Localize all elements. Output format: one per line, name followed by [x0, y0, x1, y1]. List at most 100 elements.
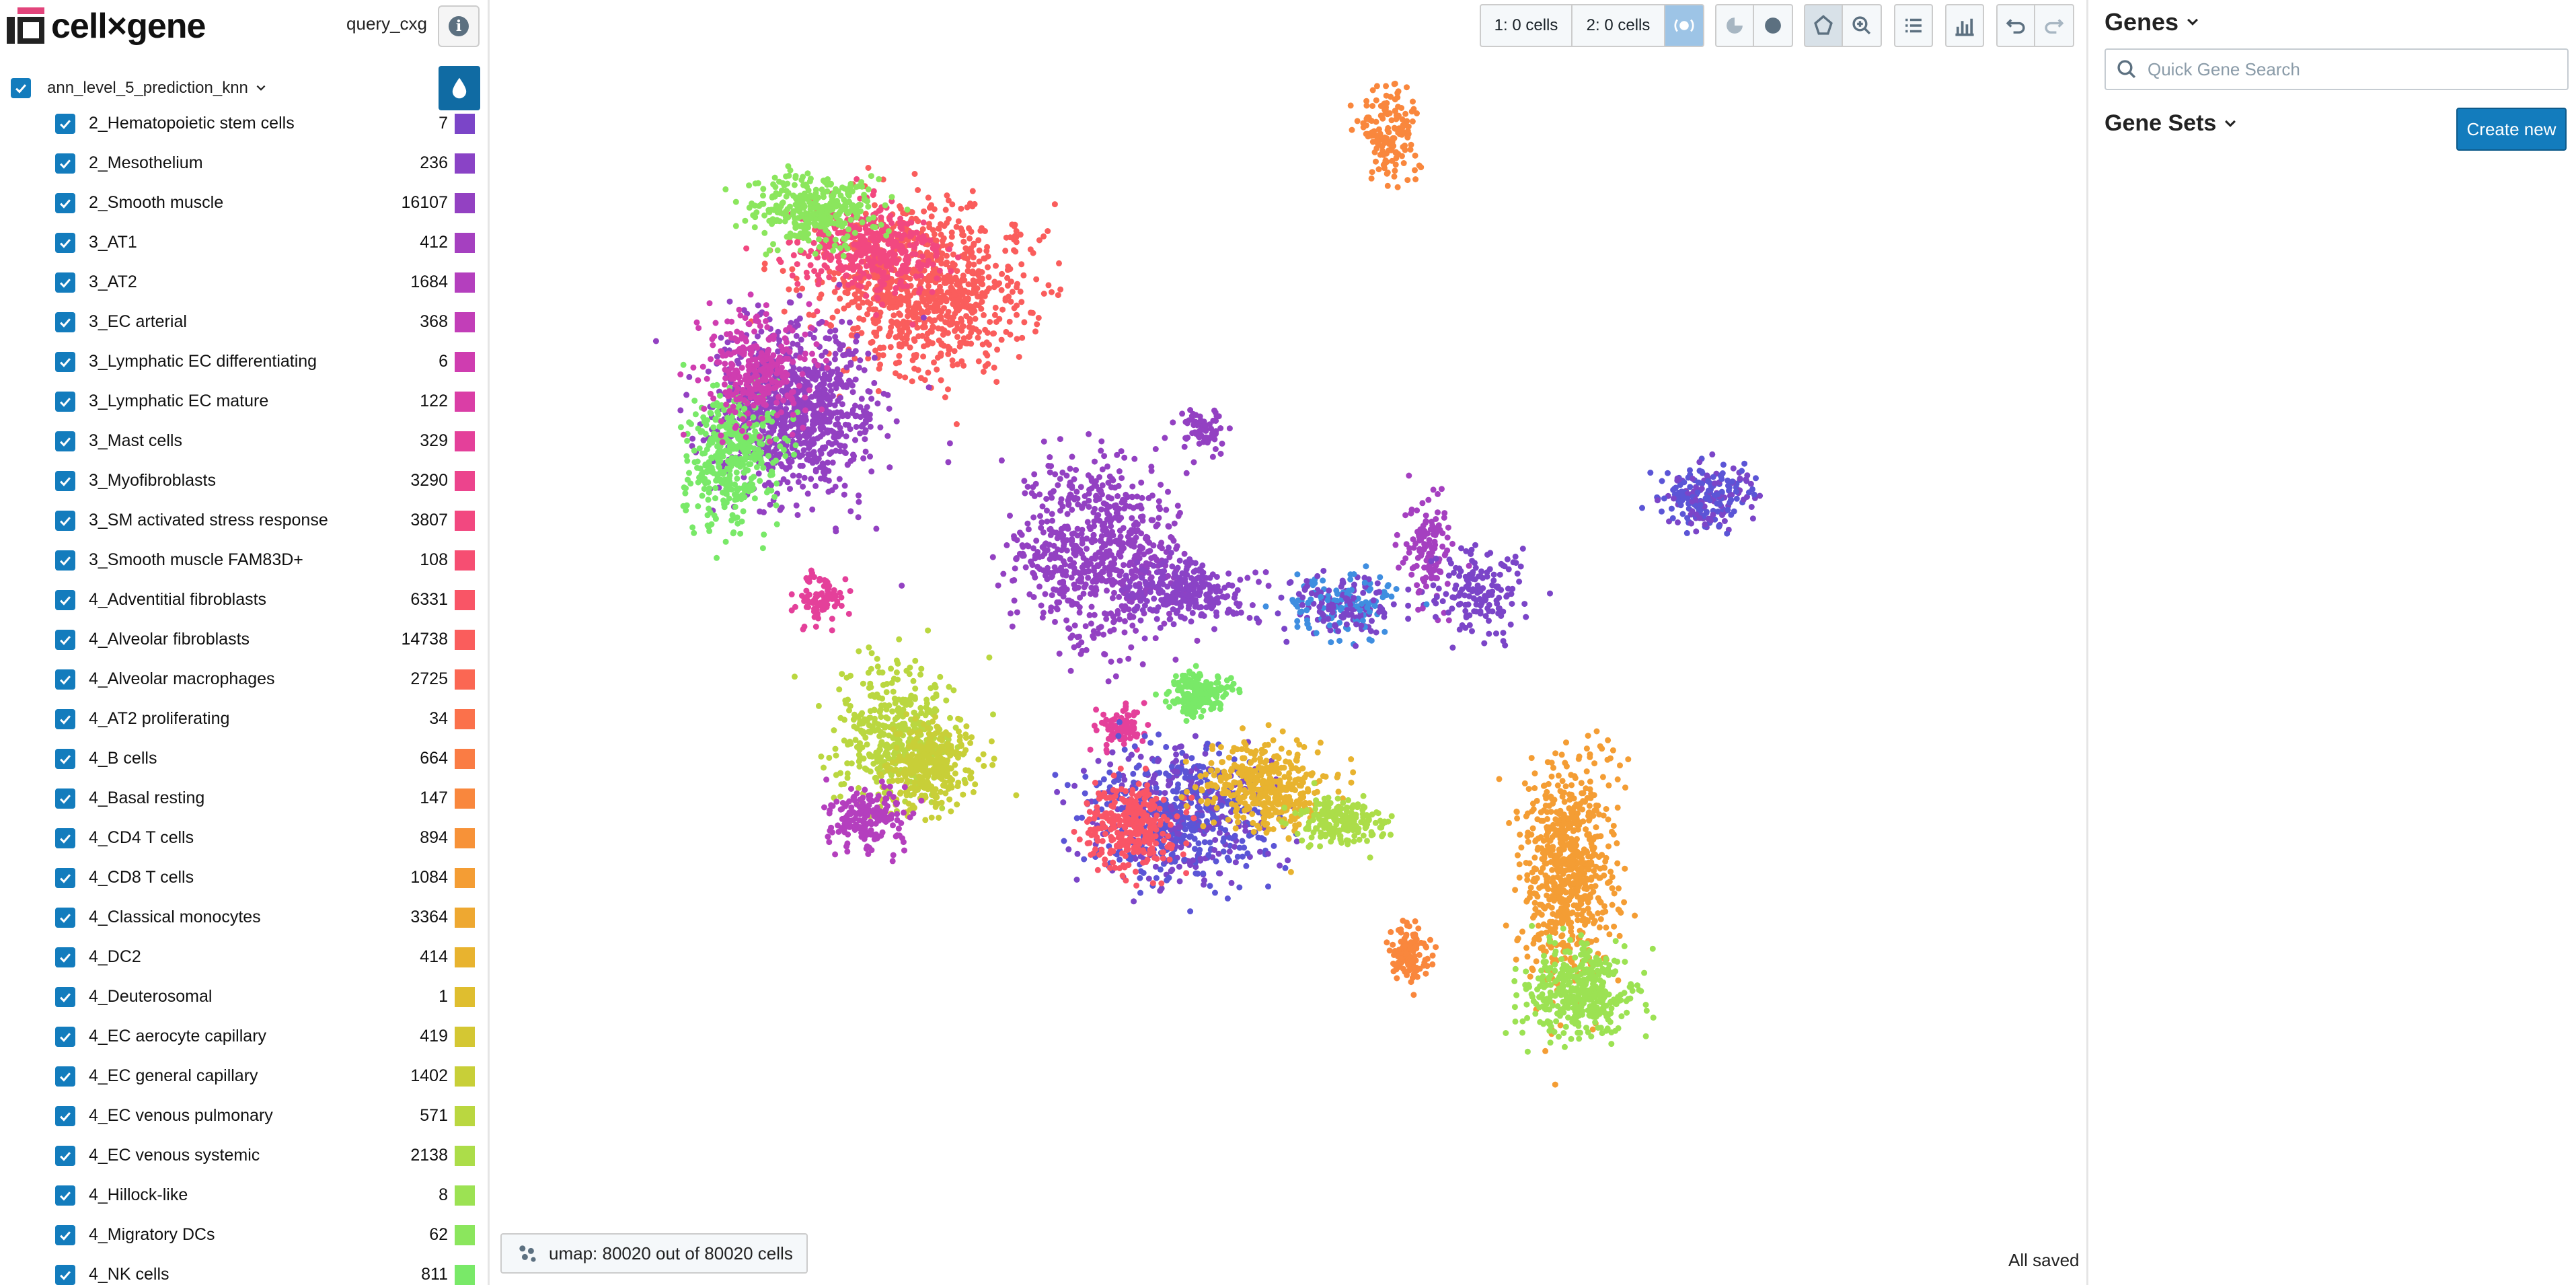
category-label-row[interactable]: 4_EC aerocyte capillary 419: [0, 1017, 488, 1056]
category-label-row[interactable]: 4_EC general capillary 1402: [0, 1056, 488, 1096]
category-label-row[interactable]: 2_Smooth muscle 16107: [0, 183, 488, 223]
category-label-row[interactable]: 4_Deuterosomal 1: [0, 977, 488, 1017]
pie-button[interactable]: [1715, 4, 1754, 47]
cell-point: [1192, 603, 1199, 610]
label-checkbox[interactable]: [55, 1264, 75, 1285]
category-label-row[interactable]: 4_EC venous pulmonary 571: [0, 1096, 488, 1136]
app-logo[interactable]: cell×gene: [7, 5, 206, 47]
label-checkbox[interactable]: [55, 113, 75, 134]
zoom-button[interactable]: [1843, 4, 1882, 47]
category-label-row[interactable]: 4_Basal resting 147: [0, 778, 488, 818]
cell-point: [1116, 468, 1123, 474]
cell-point: [921, 319, 928, 326]
category-label-row[interactable]: 4_CD4 T cells 894: [0, 818, 488, 858]
label-checkbox[interactable]: [55, 708, 75, 729]
label-checkbox[interactable]: [55, 907, 75, 928]
category-label-row[interactable]: 4_Adventitial fibroblasts 6331: [0, 580, 488, 620]
label-checkbox[interactable]: [55, 1224, 75, 1245]
cell-point: [768, 396, 775, 403]
category-label-row[interactable]: 3_SM activated stress response 3807: [0, 501, 488, 540]
label-checkbox[interactable]: [55, 669, 75, 690]
cell-point: [942, 207, 949, 213]
category-label-row[interactable]: 4_Alveolar fibroblasts 14738: [0, 620, 488, 659]
label-checkbox[interactable]: [55, 153, 75, 174]
label-checkbox[interactable]: [55, 1105, 75, 1126]
label-name: 2_Mesothelium: [89, 153, 203, 172]
cell-point: [932, 301, 938, 308]
list-button[interactable]: [1894, 4, 1933, 47]
label-name: 4_CD4 T cells: [89, 828, 194, 847]
cell-point: [959, 322, 966, 329]
redo-button[interactable]: [2035, 4, 2074, 47]
category-checkbox[interactable]: [11, 78, 31, 98]
undo-button[interactable]: [1996, 4, 2035, 47]
category-label-row[interactable]: 3_Lymphatic EC mature 122: [0, 381, 488, 421]
embedding-scatter-plot[interactable]: [492, 54, 2086, 1224]
label-checkbox[interactable]: [55, 192, 75, 213]
info-button[interactable]: i: [438, 5, 480, 47]
label-checkbox[interactable]: [55, 351, 75, 372]
label-checkbox[interactable]: [55, 867, 75, 888]
label-checkbox[interactable]: [55, 947, 75, 967]
cell-point: [828, 322, 835, 329]
label-checkbox[interactable]: [55, 629, 75, 650]
label-checkbox[interactable]: [55, 311, 75, 332]
cell-point: [1014, 302, 1020, 309]
label-checkbox[interactable]: [55, 788, 75, 809]
label-checkbox[interactable]: [55, 391, 75, 412]
chevron-down-icon[interactable]: [255, 82, 267, 94]
category-label-row[interactable]: 4_Alveolar macrophages 2725: [0, 659, 488, 699]
category-label-row[interactable]: 3_AT1 412: [0, 223, 488, 262]
category-label-row[interactable]: 4_Migratory DCs 62: [0, 1215, 488, 1255]
category-label-row[interactable]: 2_Hematopoietic stem cells 7: [0, 104, 488, 143]
category-label-row[interactable]: 3_EC arterial 368: [0, 302, 488, 342]
circle-button[interactable]: [1754, 4, 1793, 47]
category-label-row[interactable]: 4_Hillock-like 8: [0, 1175, 488, 1215]
label-checkbox[interactable]: [55, 1185, 75, 1206]
lasso-button[interactable]: [1804, 4, 1843, 47]
label-checkbox[interactable]: [55, 986, 75, 1007]
cell-point: [1434, 575, 1441, 581]
label-checkbox[interactable]: [55, 748, 75, 769]
category-label-row[interactable]: 3_AT2 1684: [0, 262, 488, 302]
cell-point: [740, 416, 746, 423]
label-count: 34: [429, 709, 448, 728]
label-checkbox[interactable]: [55, 232, 75, 253]
label-checkbox[interactable]: [55, 1066, 75, 1087]
label-checkbox[interactable]: [55, 828, 75, 848]
label-checkbox[interactable]: [55, 1026, 75, 1047]
cell-point: [1006, 318, 1013, 325]
cell-point: [839, 318, 845, 325]
category-label-row[interactable]: 4_AT2 proliferating 34: [0, 699, 488, 739]
label-checkbox[interactable]: [55, 470, 75, 491]
category-title[interactable]: ann_level_5_prediction_knn: [47, 79, 248, 97]
category-label-row[interactable]: 3_Lymphatic EC differentiating 6: [0, 342, 488, 381]
category-label-row[interactable]: 3_Smooth muscle FAM83D+ 108: [0, 540, 488, 580]
visibility-toggle-button[interactable]: [1665, 4, 1704, 47]
category-label-row[interactable]: 4_EC venous systemic 2138: [0, 1136, 488, 1175]
label-checkbox[interactable]: [55, 272, 75, 293]
cell-point: [753, 361, 760, 367]
bar-chart-button[interactable]: [1945, 4, 1984, 47]
category-label-row[interactable]: 2_Mesothelium 236: [0, 143, 488, 183]
cell-point: [1113, 538, 1120, 544]
category-label-row[interactable]: 3_Myofibroblasts 3290: [0, 461, 488, 501]
cell-point: [862, 448, 869, 455]
category-label-row[interactable]: 4_Classical monocytes 3364: [0, 897, 488, 937]
cell-point: [819, 375, 826, 382]
label-checkbox[interactable]: [55, 431, 75, 451]
label-checkbox[interactable]: [55, 510, 75, 531]
category-label-row[interactable]: 4_B cells 664: [0, 739, 488, 778]
cell-point: [806, 199, 812, 206]
subset-2-button[interactable]: 2: 0 cells: [1573, 4, 1665, 47]
subset-1-button[interactable]: 1: 0 cells: [1480, 4, 1573, 47]
category-label-row[interactable]: 4_DC2 414: [0, 937, 488, 977]
color-by-button[interactable]: [439, 66, 480, 110]
label-checkbox[interactable]: [55, 1145, 75, 1166]
category-label-row[interactable]: 3_Mast cells 329: [0, 421, 488, 461]
category-label-row[interactable]: 4_NK cells 811: [0, 1255, 488, 1285]
cell-point: [780, 210, 786, 217]
category-label-row[interactable]: 4_CD8 T cells 1084: [0, 858, 488, 897]
label-checkbox[interactable]: [55, 550, 75, 571]
label-checkbox[interactable]: [55, 589, 75, 610]
